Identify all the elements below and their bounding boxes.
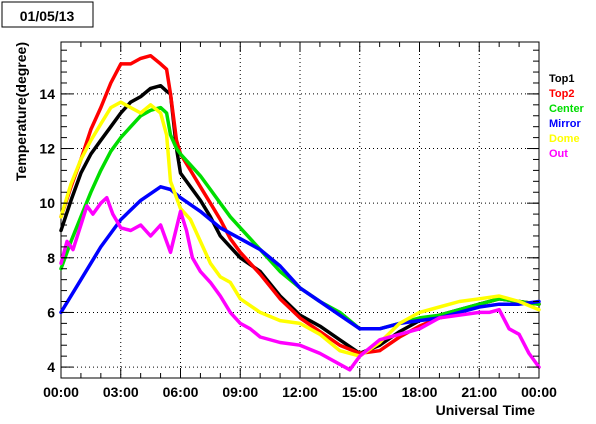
y-tick-label: 8: [47, 250, 55, 266]
series-line-top2: [59, 53, 541, 356]
legend: Top1 Top2 Center Mirror Dome Out: [549, 73, 585, 160]
x-tick-label: 09:00: [222, 384, 258, 400]
x-tick-label: 03:00: [103, 384, 139, 400]
title-box: 01/05/13: [1, 1, 94, 28]
legend-entry-mirror: Mirror: [549, 118, 582, 130]
x-tick-label: 12:00: [282, 384, 318, 400]
legend-entry-out: Out: [549, 148, 568, 160]
series-line-dome: [59, 100, 541, 358]
y-tick-label: 14: [39, 86, 55, 102]
series-line-mirror: [59, 185, 541, 331]
series-line-out: [59, 195, 541, 372]
x-tick-label: 00:00: [521, 384, 557, 400]
y-tick-label: 10: [39, 195, 55, 211]
x-tick-label: 21:00: [461, 384, 497, 400]
title-box-frame: [1, 1, 94, 28]
series-layer: [59, 53, 541, 372]
x-axis-title: Universal Time: [436, 402, 536, 418]
chart-title: 01/05/13: [20, 8, 75, 24]
y-tick-label: 6: [47, 304, 55, 320]
x-tick-label: 15:00: [342, 384, 378, 400]
legend-entry-top1: Top1: [549, 73, 574, 85]
y-axis-title: Temperature(degree): [13, 42, 29, 181]
x-tick-label: 18:00: [402, 384, 438, 400]
x-tick-label: 00:00: [43, 384, 79, 400]
axis-layer: 4 6 8 10 12 14 00:00 03:00 06:00 09:00 12:00 15:00 1…: [39, 42, 557, 400]
legend-entry-dome: Dome: [549, 133, 580, 145]
x-tick-label: 06:00: [163, 384, 199, 400]
series-line-center: [59, 105, 541, 331]
legend-entry-center: Center: [549, 103, 585, 115]
legend-entry-top2: Top2: [549, 88, 574, 100]
y-tick-label: 4: [47, 359, 55, 375]
y-tick-label: 12: [39, 141, 55, 157]
